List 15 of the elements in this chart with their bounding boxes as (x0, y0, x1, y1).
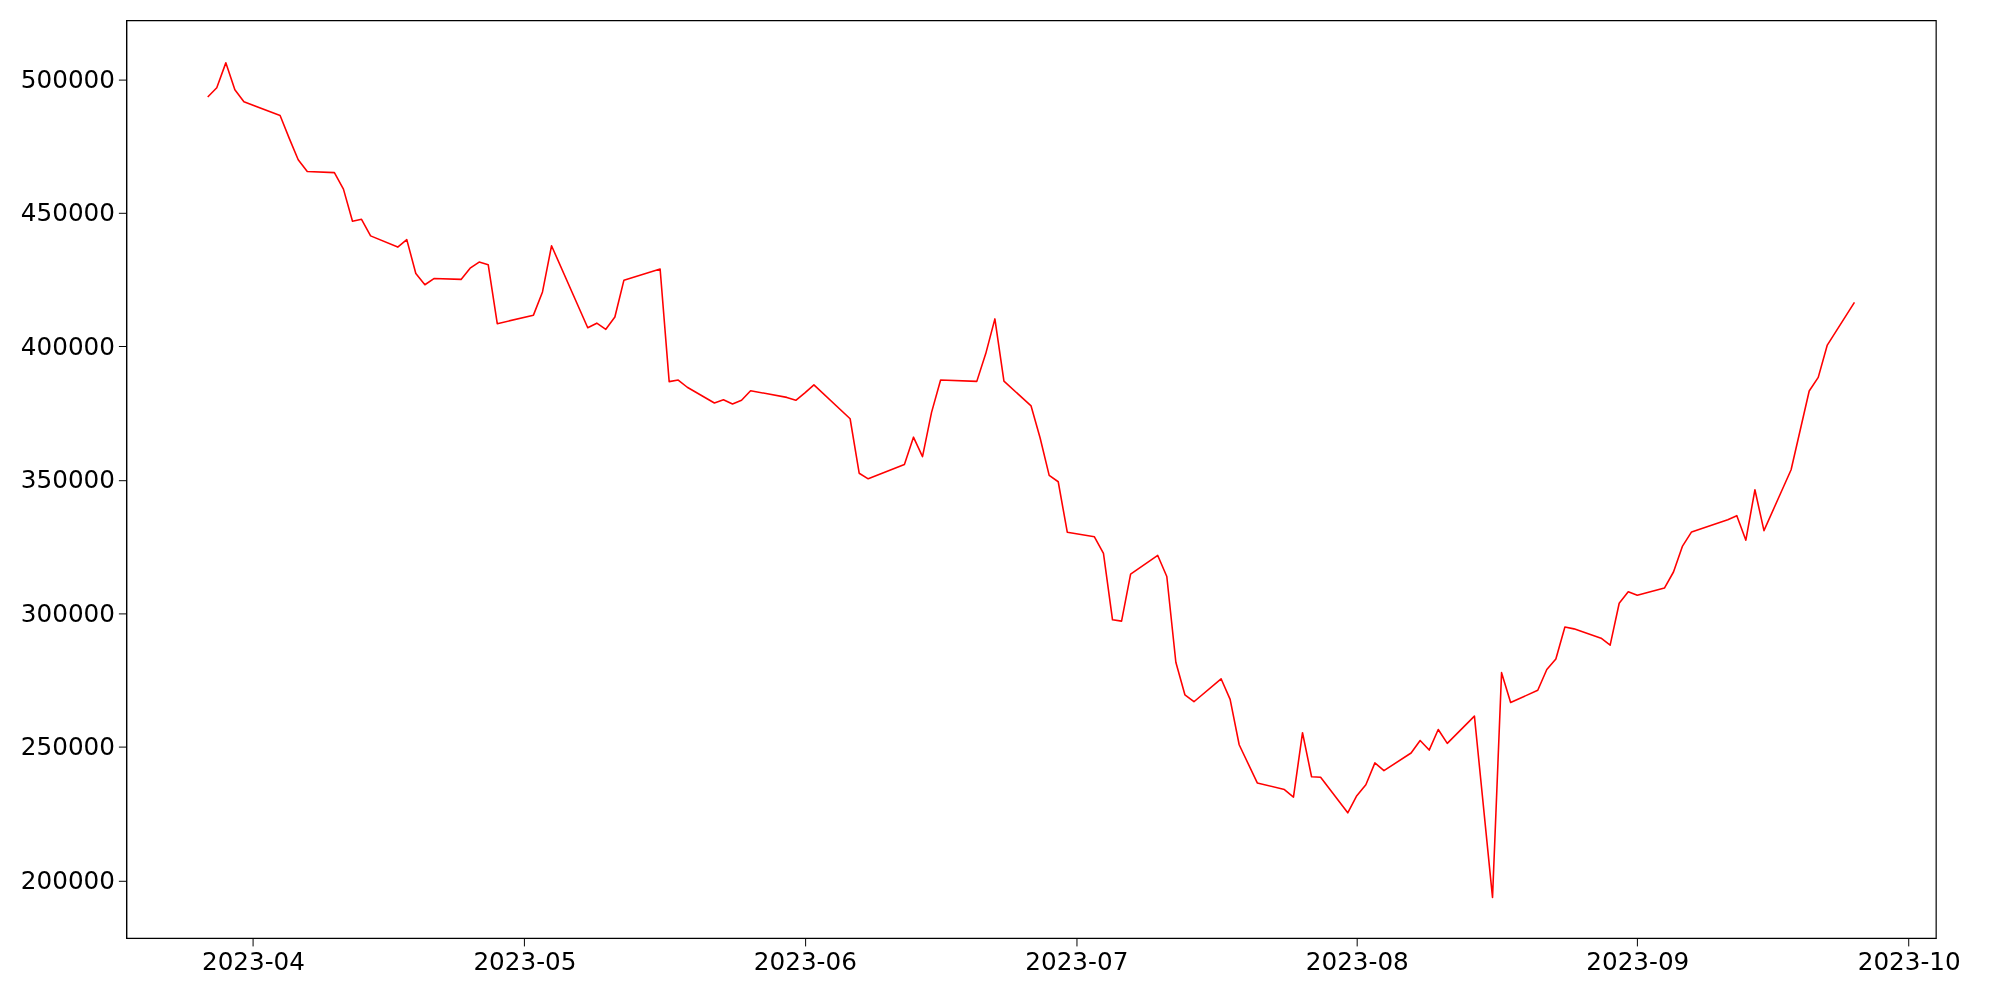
y-tick-label: 350000 (20, 465, 115, 495)
x-tick-label: 2023-06 (753, 947, 857, 977)
y-tick-label: 450000 (20, 198, 115, 228)
x-tick-label: 2023-05 (473, 947, 577, 977)
y-tick-label: 250000 (20, 732, 115, 762)
y-tick-label: 200000 (20, 865, 115, 895)
x-tick-label: 2023-08 (1305, 947, 1409, 977)
x-tick-label: 2023-10 (1857, 947, 1961, 977)
x-tick-label: 2023-04 (201, 947, 305, 977)
y-tick-label: 300000 (20, 598, 115, 628)
x-tick-label: 2023-07 (1025, 947, 1129, 977)
y-tick-label: 400000 (20, 331, 115, 361)
x-tick-label: 2023-09 (1586, 947, 1690, 977)
y-tick-label: 500000 (20, 64, 115, 94)
line-series (206, 62, 1856, 899)
